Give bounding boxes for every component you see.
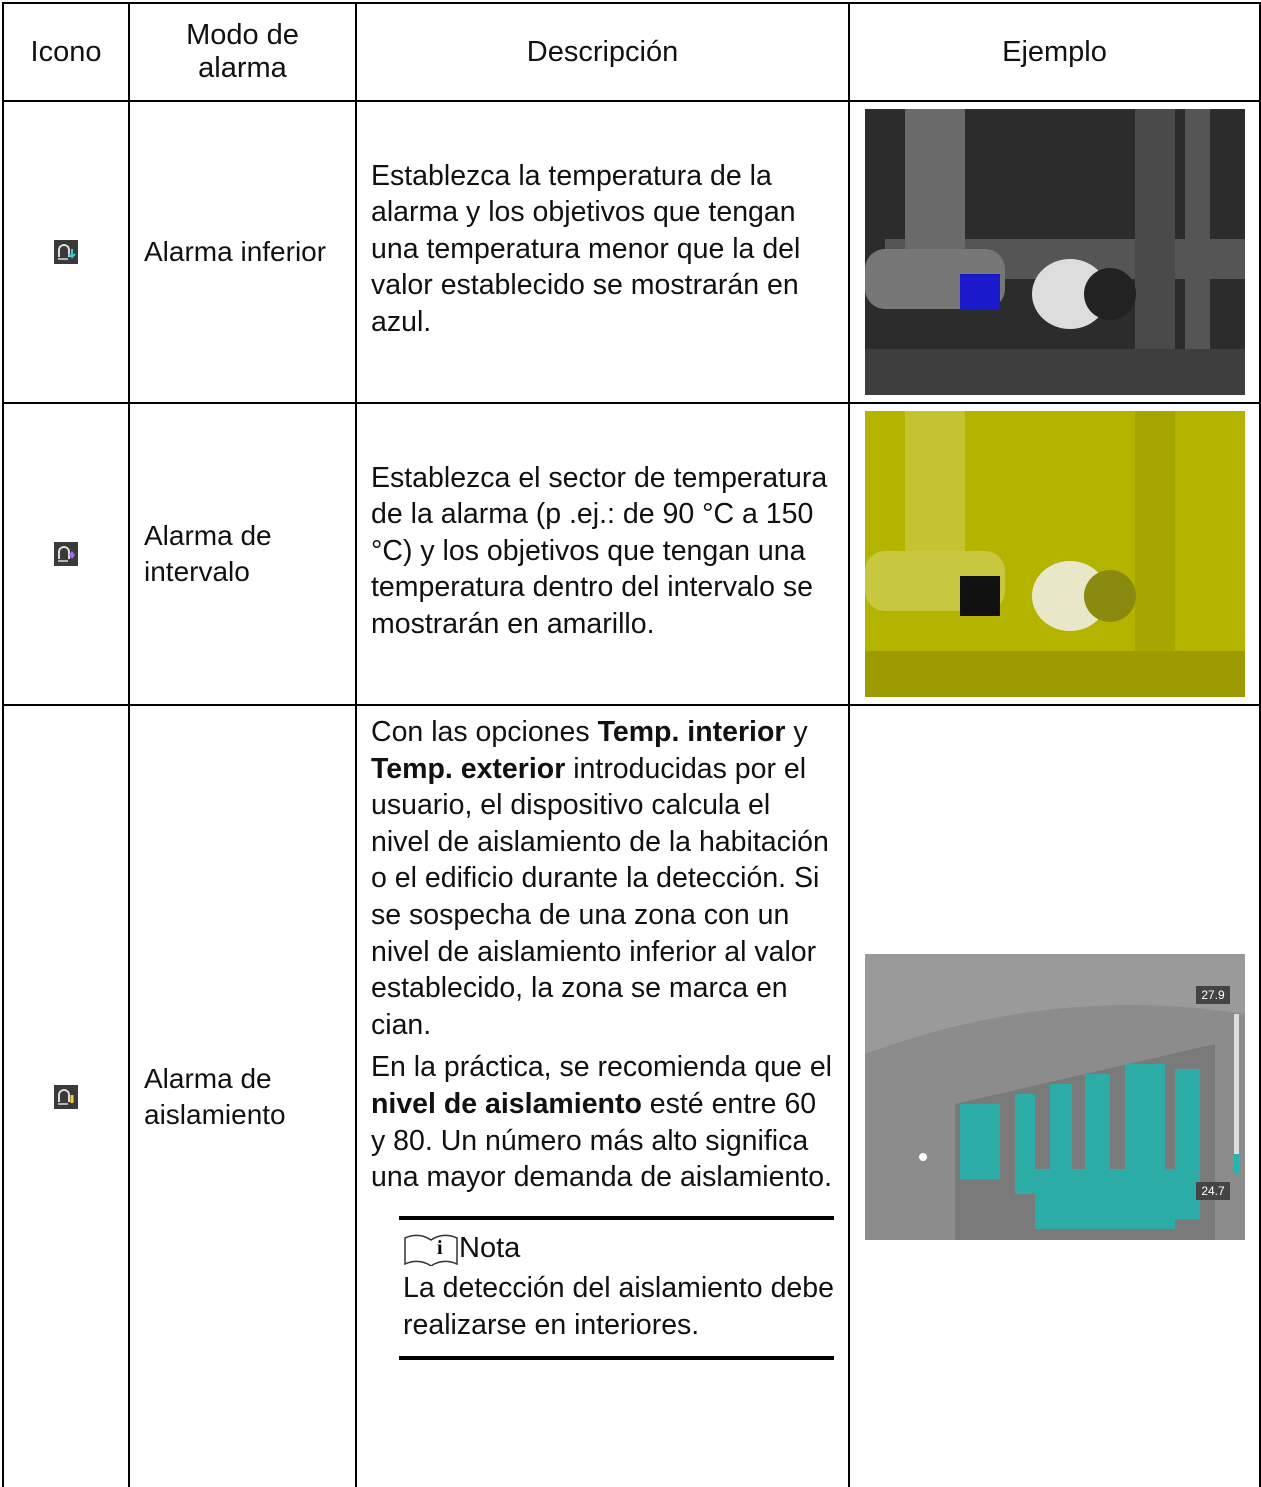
text: esté entre 60 y 80. Un número más alto s… [371, 1087, 833, 1194]
mode: Alarma inferior [144, 236, 327, 267]
icon-insulation-alarm [54, 1084, 78, 1109]
icon-cell [2, 100, 128, 402]
text: y [785, 716, 808, 748]
icon-cell [2, 402, 128, 704]
header: Descripción [526, 35, 679, 68]
note: i Nota La detección del aislamiento debe… [399, 1215, 834, 1361]
svg-text:i: i [437, 1237, 443, 1259]
scale-min: 24.7 [1201, 1184, 1225, 1198]
text: Establezca el sector de temperatura de l… [371, 461, 828, 640]
mode: Alarma de aislamiento [144, 1062, 286, 1130]
text: En la práctica, se recomienda que el [371, 1051, 833, 1084]
example-image [864, 109, 1245, 395]
icon-range-alarm [54, 542, 78, 566]
scale-max: 27.9 [1201, 988, 1225, 1002]
bold-text: Temp. interior [597, 716, 786, 748]
note-text: La detección del aislamiento debe realiz… [403, 1272, 834, 1342]
header: Ejemplo [1002, 35, 1107, 68]
text: Con las opciones [371, 716, 598, 748]
mode: Alarma de intervalo [144, 520, 272, 587]
bold-text: Temp. exterior [371, 752, 566, 785]
note-icon: i [404, 1235, 458, 1267]
note-title-row: i Nota [403, 1230, 834, 1267]
description-cell: Establezca la temperatura de la alarma y… [355, 100, 848, 402]
mode-cell: Alarma de aislamiento [128, 704, 355, 1487]
header-cell: Ejemplo [848, 2, 1261, 100]
paragraph: En la práctica, se recomienda que el niv… [371, 1049, 834, 1195]
bold-text: nivel de aislamiento [371, 1087, 642, 1120]
header-cell: Modo de alarma [128, 2, 355, 100]
icon-cell [2, 704, 128, 1487]
example-image [864, 411, 1245, 697]
example-cell [848, 100, 1261, 402]
paragraph: Establezca la temperatura de la alarma y… [371, 158, 834, 341]
paragraph: Establezca el sector de temperatura de l… [371, 460, 834, 643]
header: Modo de alarma [186, 19, 299, 84]
icon-low-alarm [54, 240, 78, 264]
description-cell: Establezca el sector de temperatura de l… [355, 402, 848, 704]
note-title: Nota [459, 1231, 521, 1264]
text: Establezca la temperatura de la alarma y… [371, 159, 801, 338]
example-cell: 27.9 24.7 [848, 704, 1261, 1487]
text: introducidas por el usuario, el disposit… [371, 752, 829, 1041]
description-cell: Con las opciones Temp. interior y Temp. … [355, 704, 848, 1487]
example-cell [848, 402, 1261, 704]
header: Icono [30, 35, 102, 68]
example-image: 27.9 24.7 [864, 953, 1245, 1240]
header-cell: Icono [2, 2, 128, 100]
paragraph: Con las opciones Temp. interior y Temp. … [371, 714, 834, 1043]
header-cell: Descripción [355, 2, 848, 100]
mode-cell: Alarma de intervalo [128, 402, 355, 704]
mode-cell: Alarma inferior [128, 100, 355, 402]
